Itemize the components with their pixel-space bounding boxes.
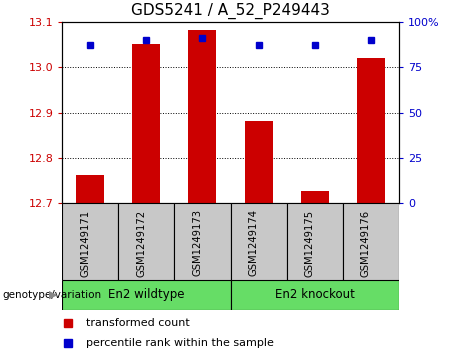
Text: transformed count: transformed count [86, 318, 190, 329]
Title: GDS5241 / A_52_P249443: GDS5241 / A_52_P249443 [131, 3, 330, 19]
Bar [287, 203, 343, 280]
Bar [62, 280, 230, 310]
Text: En2 wildtype: En2 wildtype [108, 289, 184, 301]
Bar [174, 203, 230, 280]
Bar [343, 203, 399, 280]
Bar [76, 175, 104, 203]
Text: GSM1249176: GSM1249176 [361, 209, 371, 277]
Bar [230, 203, 287, 280]
Bar [301, 191, 329, 203]
Bar [132, 44, 160, 203]
Bar [230, 280, 399, 310]
Text: genotype/variation: genotype/variation [2, 290, 101, 300]
Text: GSM1249172: GSM1249172 [136, 209, 146, 277]
Bar [357, 58, 385, 203]
Text: GSM1249175: GSM1249175 [305, 209, 314, 277]
Bar [244, 121, 272, 203]
Text: En2 knockout: En2 knockout [275, 289, 355, 301]
Bar [189, 30, 217, 203]
Bar [118, 203, 174, 280]
Text: GSM1249171: GSM1249171 [80, 209, 90, 277]
Text: percentile rank within the sample: percentile rank within the sample [86, 338, 274, 348]
Text: GSM1249174: GSM1249174 [248, 209, 259, 276]
Text: ▶: ▶ [49, 290, 58, 300]
Bar [62, 203, 118, 280]
Text: GSM1249173: GSM1249173 [192, 209, 202, 276]
